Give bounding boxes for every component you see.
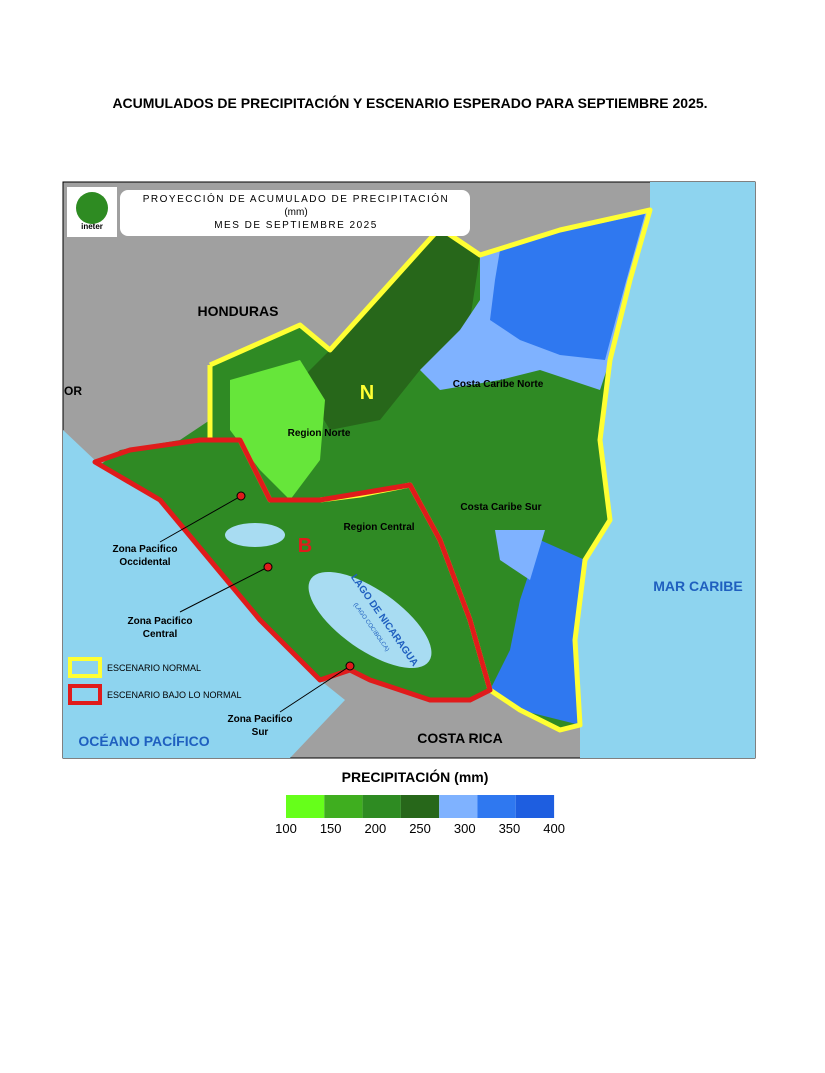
scenario-mark: B bbox=[298, 535, 312, 557]
page-title: ACUMULADOS DE PRECIPITACIÓN Y ESCENARIO … bbox=[112, 94, 707, 111]
legend-swatch bbox=[68, 657, 102, 678]
sea-label: MAR CARIBE bbox=[653, 578, 742, 594]
legend-label: ESCENARIO BAJO LO NORMAL bbox=[107, 690, 242, 700]
colorbar-swatch bbox=[439, 795, 478, 818]
colorbar-swatch bbox=[477, 795, 516, 818]
lake-nicaragua bbox=[308, 571, 432, 669]
colorbar-tick-label: 400 bbox=[543, 821, 565, 836]
zone-dot bbox=[345, 661, 355, 671]
region-label: Region Norte bbox=[288, 428, 351, 439]
header-box bbox=[120, 190, 470, 236]
light-green-zone bbox=[230, 360, 325, 500]
colorbar-swatch bbox=[286, 795, 325, 818]
zone-dot bbox=[263, 562, 273, 572]
pacific-sea bbox=[63, 430, 345, 758]
colorbar-tick-label: 200 bbox=[365, 821, 387, 836]
colorbar-tick-label: 100 bbox=[275, 821, 297, 836]
legend-swatch bbox=[68, 684, 102, 705]
header-line: PROYECCIÓN DE ACUMULADO DE PRECIPITACIÓN bbox=[143, 192, 450, 205]
callout-line bbox=[179, 566, 269, 613]
header-line: MES DE SEPTIEMBRE 2025 bbox=[214, 220, 378, 231]
colorbar-swatch bbox=[400, 795, 440, 818]
zone-label: Central bbox=[143, 629, 178, 640]
region-label: Costa Caribe Norte bbox=[453, 379, 544, 390]
callout-line bbox=[279, 665, 351, 713]
below-outline bbox=[92, 437, 493, 703]
logo-text: ineter bbox=[81, 222, 103, 231]
zone-label: Zona Pacifico bbox=[112, 544, 177, 555]
zone-label: Occidental bbox=[119, 557, 170, 568]
legend-label: ESCENARIO NORMAL bbox=[107, 663, 201, 673]
zone-label: Sur bbox=[252, 727, 269, 738]
colorbar-tick-label: 250 bbox=[409, 821, 431, 836]
region-label: Costa Caribe Sur bbox=[460, 502, 541, 513]
colorbar-tick-label: 150 bbox=[320, 821, 342, 836]
dark-green-zone bbox=[300, 228, 480, 430]
colorbar-swatch bbox=[515, 795, 555, 818]
zone-label: Zona Pacifico bbox=[227, 714, 292, 725]
colorbar: 100 150 200 250 300 350 400 bbox=[275, 795, 565, 836]
blue-zone-south bbox=[490, 540, 585, 725]
colorbar-tick-label: 300 bbox=[454, 821, 476, 836]
map: ineter PROYECCIÓN DE ACUMULADO DE PRECIP… bbox=[62, 181, 756, 759]
callout-line bbox=[159, 495, 242, 543]
colorbar-title: PRECIPITACIÓN (mm) bbox=[342, 768, 489, 785]
colorbar-tick-label: 350 bbox=[499, 821, 521, 836]
deep-blue-zone-north bbox=[490, 214, 645, 360]
country-label: OR bbox=[64, 384, 82, 398]
header-line: (mm) bbox=[284, 207, 307, 218]
light-blue-zone-south bbox=[495, 530, 545, 580]
lake-managua bbox=[225, 523, 285, 547]
zone-dot bbox=[236, 491, 246, 501]
region-label: Region Central bbox=[343, 522, 414, 533]
callouts bbox=[159, 495, 351, 713]
colorbar-swatch bbox=[362, 795, 401, 818]
scenario-mark: N bbox=[360, 382, 374, 404]
zone-label: Zona Pacifico bbox=[127, 616, 192, 627]
colorbar-swatch bbox=[324, 795, 363, 818]
country-label: COSTA RICA bbox=[417, 730, 503, 746]
logo-mark bbox=[76, 192, 108, 224]
country-label: HONDURAS bbox=[198, 303, 279, 319]
sea-label: OCÉANO PACÍFICO bbox=[78, 733, 209, 749]
